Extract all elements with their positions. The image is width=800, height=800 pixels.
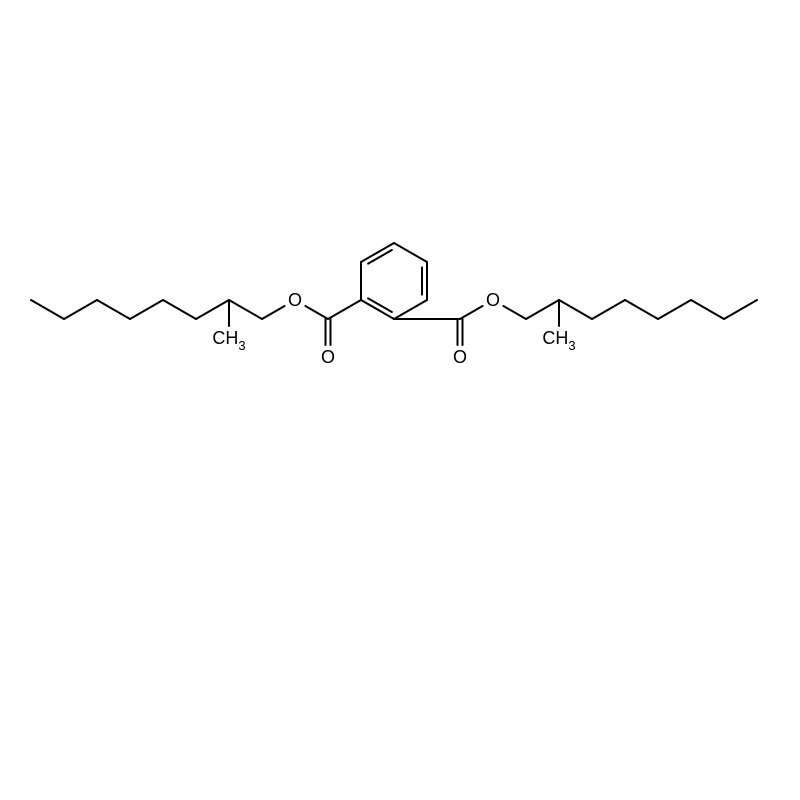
bond <box>305 306 328 319</box>
molecule-diagram: O O CH3 O O CH3 <box>0 0 800 800</box>
bond <box>229 300 262 319</box>
atom-label: O <box>288 290 302 310</box>
bond <box>592 300 625 319</box>
bond <box>394 243 427 262</box>
bond <box>328 300 361 319</box>
bond <box>326 319 331 345</box>
bond <box>559 300 592 319</box>
bond <box>361 243 394 264</box>
bond <box>130 300 163 319</box>
bond <box>196 300 229 319</box>
atom-label: O <box>453 347 467 367</box>
bond <box>458 319 463 345</box>
bond <box>361 298 394 319</box>
atom-label: O <box>321 347 335 367</box>
bond <box>262 306 285 319</box>
atom-label: CH3 <box>542 328 575 353</box>
bond <box>394 300 427 319</box>
bond <box>64 300 97 319</box>
bond <box>526 300 559 319</box>
bond <box>503 306 526 319</box>
bond <box>724 300 757 319</box>
bond <box>422 262 427 300</box>
atom-label: CH3 <box>212 328 245 353</box>
bond <box>163 300 196 319</box>
bond <box>658 300 691 319</box>
bond <box>625 300 658 319</box>
bond <box>31 300 64 319</box>
bond <box>460 306 483 319</box>
bond <box>691 300 724 319</box>
bond <box>97 300 130 319</box>
atom-label: O <box>486 290 500 310</box>
